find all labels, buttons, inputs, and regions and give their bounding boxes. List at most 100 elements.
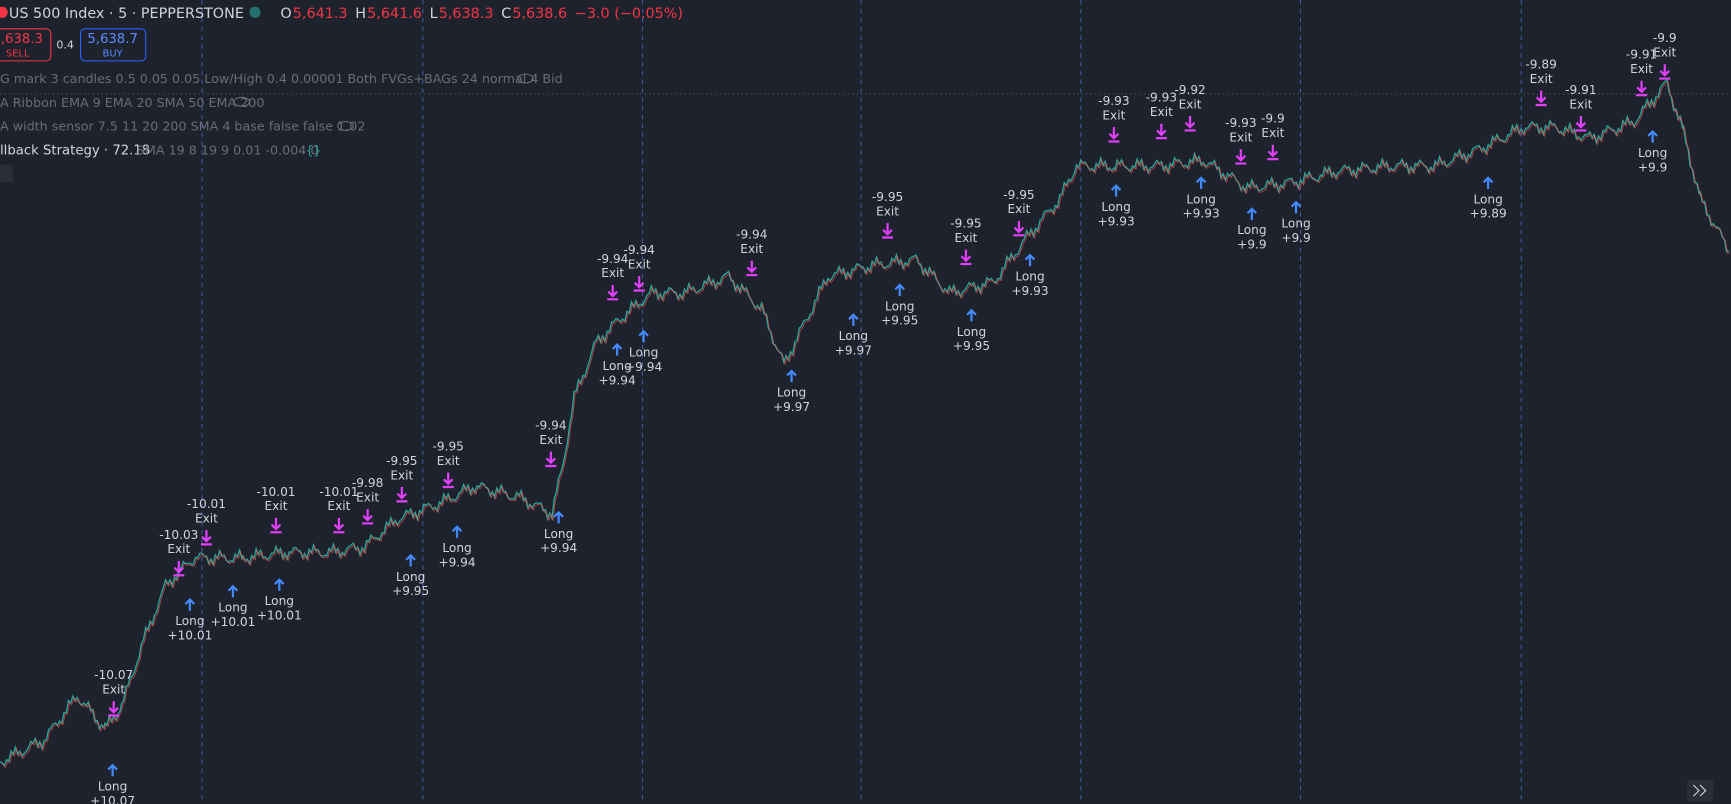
entry-arrow xyxy=(553,510,564,524)
exit-value: -10.01 xyxy=(256,485,295,499)
entry-arrow xyxy=(786,369,797,383)
exit-arrow xyxy=(633,276,645,292)
exit-label: Exit xyxy=(954,231,977,245)
exit-label: Exit xyxy=(601,266,624,280)
ohlc-value: 5,641.6 xyxy=(367,6,422,22)
entry-arrow xyxy=(405,553,416,567)
entry-arrow xyxy=(611,343,623,356)
exit-label: Exit xyxy=(1150,105,1173,119)
exit-label: Exit xyxy=(1630,62,1653,76)
exit-label: Exit xyxy=(167,542,190,556)
entry-label: Long xyxy=(1281,217,1310,231)
entry-arrow xyxy=(451,525,463,538)
exit-arrow xyxy=(545,451,557,468)
exit-value: -9.94 xyxy=(736,228,768,242)
exit-value: -9.91 xyxy=(1565,83,1596,97)
exit-label: Exit xyxy=(356,490,379,504)
entry-value: +9.93 xyxy=(1183,207,1220,221)
entry-value: +9.94 xyxy=(625,360,662,374)
entry-label: Long xyxy=(442,541,471,555)
entry-label: Long xyxy=(218,601,247,615)
exit-arrow xyxy=(1108,127,1120,143)
entry-arrow xyxy=(184,598,196,611)
strategy-name[interactable]: llback Strategy · 72.18 xyxy=(0,144,150,159)
indicator[interactable]: A Ribbon EMA 9 EMA 20 SMA 50 EMA 200 xyxy=(0,95,264,110)
buy-label[interactable]: BUY xyxy=(103,48,124,59)
indicator[interactable]: A width sensor 7.5 11 20 200 SMA 4 base … xyxy=(0,118,365,133)
source-badge[interactable]: {} xyxy=(306,144,321,158)
exit-value: -10.03 xyxy=(159,528,198,542)
sell-price[interactable]: 5,638.3 xyxy=(0,32,43,47)
ohlc-value: 5,641.3 xyxy=(293,6,348,22)
entry-value: +10.01 xyxy=(167,628,212,642)
scroll-button[interactable] xyxy=(1686,779,1714,802)
exit-value: -10.01 xyxy=(319,485,358,499)
exit-arrow xyxy=(442,472,454,489)
exit-label: Exit xyxy=(539,433,562,447)
exit-value: -9.9 xyxy=(1261,112,1285,126)
entry-arrow xyxy=(1482,176,1494,189)
exit-value: -10.07 xyxy=(94,668,133,682)
status-dot xyxy=(0,6,8,18)
entry-arrow xyxy=(1024,253,1036,267)
exit-arrow xyxy=(1267,144,1279,161)
entry-arrow xyxy=(1195,176,1207,189)
price-line-down xyxy=(0,80,1730,769)
exit-value: -9.92 xyxy=(1174,83,1205,97)
exit-arrow xyxy=(200,530,212,546)
market-status xyxy=(249,6,261,18)
entry-label: Long xyxy=(265,594,294,608)
ohlc-value: 5,638.6 xyxy=(512,6,567,22)
entry-value: +9.9 xyxy=(1281,231,1310,245)
price-series xyxy=(0,78,1730,769)
sell-label[interactable]: SELL xyxy=(6,48,30,59)
entry-label: Long xyxy=(777,385,806,399)
collapse-button[interactable] xyxy=(0,164,14,183)
entry-value: +9.95 xyxy=(881,314,918,328)
entry-value: +9.97 xyxy=(773,400,810,414)
session-lines xyxy=(201,0,1522,804)
entry-label: Long xyxy=(1015,270,1044,284)
exit-label: Exit xyxy=(1261,126,1284,140)
ohlc-label: O xyxy=(280,6,291,22)
exit-value: -9.94 xyxy=(624,243,656,257)
strategy-params[interactable]: SMA 19 8 19 9 0.01 -0.004 0 xyxy=(137,143,319,158)
exit-arrow xyxy=(1013,220,1025,237)
exit-label: Exit xyxy=(876,204,899,218)
indicator[interactable]: G mark 3 candles 0.5 0.05 0.05 Low/High … xyxy=(0,71,563,86)
entry-label: Long xyxy=(1473,192,1502,206)
exit-arrow xyxy=(607,284,619,301)
entry-value: +9.93 xyxy=(1098,214,1135,228)
entry-label: Long xyxy=(957,325,986,339)
exit-label: Exit xyxy=(390,468,413,482)
entry-value: +9.94 xyxy=(438,555,475,569)
entry-arrow xyxy=(274,578,285,591)
entry-label: Long xyxy=(396,570,425,584)
exit-arrow xyxy=(1235,149,1247,165)
exit-label: Exit xyxy=(1530,72,1553,86)
symbol[interactable]: US 500 Index · 5 · PEPPERSTONE xyxy=(9,6,244,22)
exit-value: -9.95 xyxy=(950,217,981,231)
buy-price[interactable]: 5,638.7 xyxy=(87,32,138,47)
entry-arrow xyxy=(848,313,859,326)
entry-label: Long xyxy=(1101,200,1130,214)
exit-arrow xyxy=(746,260,758,277)
sell-button[interactable] xyxy=(0,28,52,62)
entry-arrow xyxy=(894,283,905,297)
exit-arrow xyxy=(396,487,408,503)
entry-label: Long xyxy=(839,329,868,343)
exit-value: -9.89 xyxy=(1525,58,1556,72)
exit-arrow xyxy=(270,517,282,534)
entry-label: Long xyxy=(1638,146,1667,160)
entry-label: Long xyxy=(1237,223,1266,237)
exit-label: Exit xyxy=(327,499,350,513)
exit-arrow xyxy=(960,249,972,266)
exit-value: -9.95 xyxy=(1003,188,1034,202)
exit-arrow xyxy=(1575,116,1587,132)
exit-arrow xyxy=(108,701,120,717)
exit-label: Exit xyxy=(195,511,218,525)
entry-arrow xyxy=(107,763,118,777)
buy-button[interactable] xyxy=(80,28,147,62)
